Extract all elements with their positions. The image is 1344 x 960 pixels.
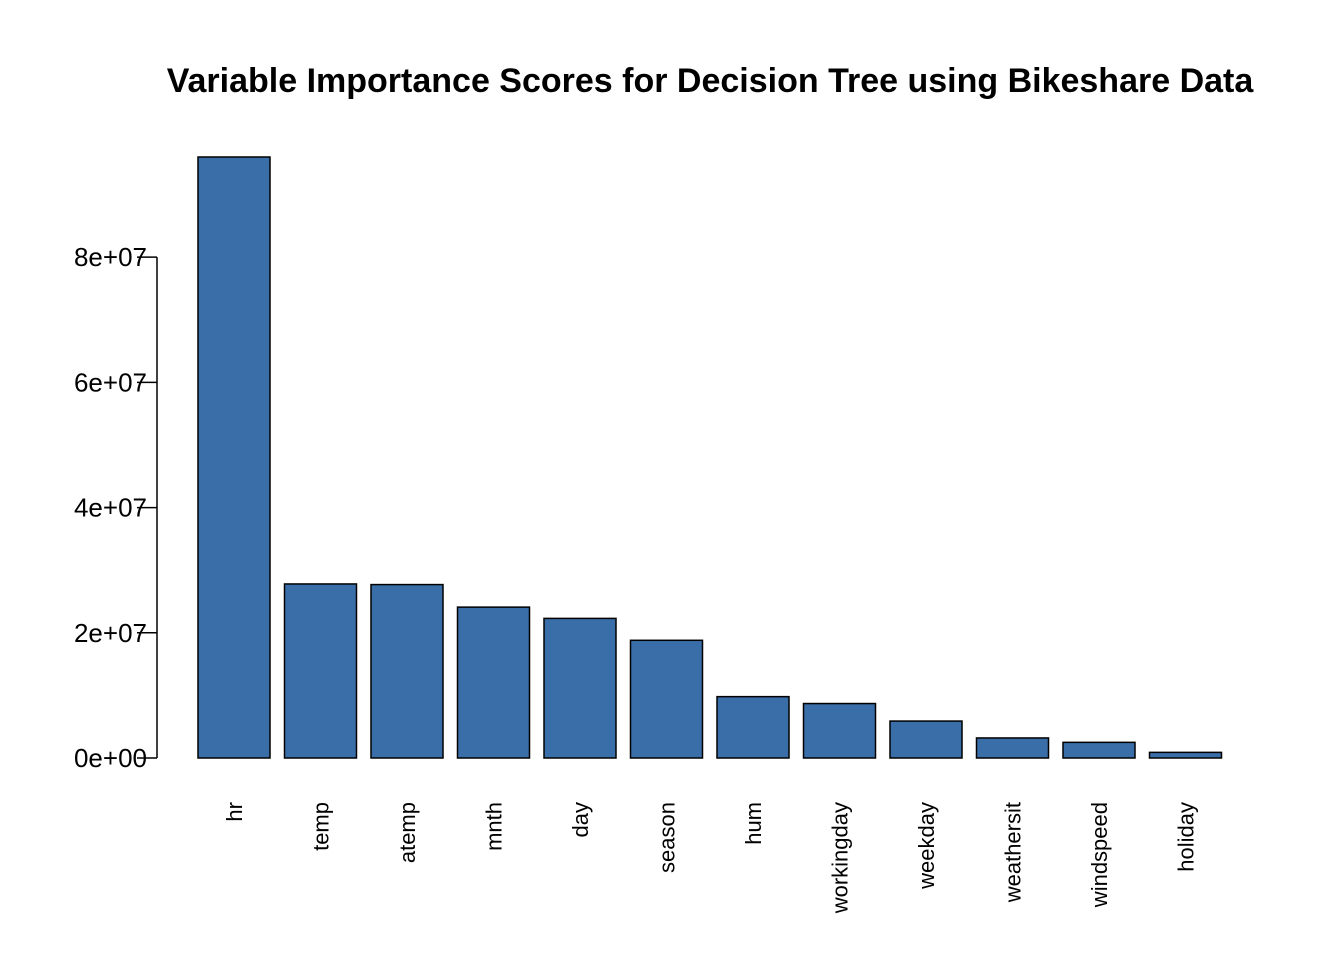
bar-mnth xyxy=(456,606,531,759)
category-label: hr xyxy=(222,802,247,822)
y-tick-label: 0e+00 xyxy=(74,743,147,773)
y-axis: 0e+00 2e+07 4e+07 6e+07 8e+07 xyxy=(74,242,158,773)
bar-weathersit xyxy=(975,737,1050,759)
y-tick-label: 8e+07 xyxy=(74,242,147,272)
bar-day xyxy=(543,617,617,759)
category-label: atemp xyxy=(395,802,420,863)
category-label: windspeed xyxy=(1087,802,1112,908)
y-tick-label: 4e+07 xyxy=(74,493,147,523)
bar-hum xyxy=(716,695,790,759)
category-label: workingday xyxy=(828,802,853,914)
bar-weekday xyxy=(889,720,963,759)
y-tick-label: 2e+07 xyxy=(74,618,147,648)
category-label: temp xyxy=(309,802,334,851)
category-label: weathersit xyxy=(1001,802,1026,903)
bar-workingday xyxy=(802,702,877,759)
category-labels: hr temp atemp mnth day season hum workingday wee… xyxy=(222,802,1199,914)
bar-temp xyxy=(283,583,358,759)
bar-season xyxy=(629,639,704,759)
chart-title: Variable Importance Scores for Decision … xyxy=(167,62,1255,100)
bar-atemp xyxy=(370,583,444,759)
category-label: holiday xyxy=(1174,802,1199,872)
category-label: day xyxy=(568,802,593,837)
category-label: hum xyxy=(741,802,766,845)
category-label: mnth xyxy=(482,802,507,851)
bars-group xyxy=(197,156,1223,759)
y-tick-label: 6e+07 xyxy=(74,367,147,397)
bar-windspeed xyxy=(1062,741,1136,759)
category-label: weekday xyxy=(914,802,939,890)
bar-hr xyxy=(197,156,271,759)
category-label: season xyxy=(655,802,680,873)
bar-holiday xyxy=(1148,751,1223,759)
